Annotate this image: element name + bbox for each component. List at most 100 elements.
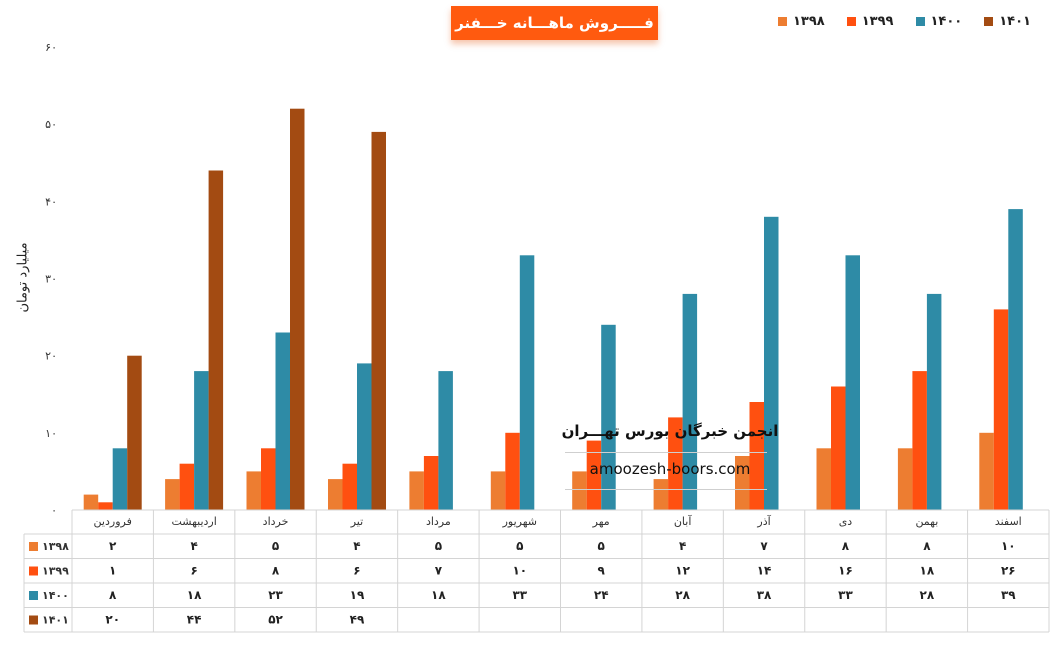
category-label: فروردین	[94, 515, 132, 528]
data-label: ۵	[435, 539, 442, 553]
data-label: ۸	[842, 539, 850, 553]
bar	[357, 363, 372, 510]
bar	[179, 463, 195, 510]
category-label: مرداد	[426, 515, 451, 528]
bar	[438, 371, 453, 510]
data-label: ۴۹	[350, 613, 365, 627]
y-tick-label: ۴۰	[45, 195, 57, 208]
data-label: ۷	[760, 539, 768, 553]
data-label: ۴	[353, 539, 360, 553]
bar	[572, 471, 587, 510]
legend-swatch-1401	[984, 17, 994, 26]
data-label: ۵	[516, 539, 523, 553]
bar	[735, 456, 750, 510]
legend: ۱۳۹۸ ۱۳۹۹ ۱۴۰۰ ۱۴۰۱	[778, 14, 1031, 29]
data-label: ۸	[272, 564, 280, 578]
y-tick-label: ۲۰	[45, 350, 57, 363]
data-label: ۲۸	[675, 588, 690, 602]
bar	[912, 371, 927, 510]
data-label: ۵	[598, 539, 605, 553]
category-label: تیر	[350, 515, 363, 528]
bar	[653, 479, 669, 510]
y-tick-label: ۳۰	[45, 273, 57, 286]
category-label: دی	[839, 515, 853, 528]
table-series-swatch	[29, 542, 38, 551]
category-label: بهمن	[915, 515, 938, 528]
legend-label-1398: ۱۳۹۸	[793, 14, 825, 29]
data-label: ۳۹	[1001, 588, 1016, 602]
data-label: ۴	[190, 539, 197, 553]
data-label: ۱	[109, 564, 116, 578]
watermark-rule-top	[565, 452, 767, 453]
data-label: ۶	[353, 564, 360, 578]
data-label: ۲۶	[1001, 564, 1016, 578]
bar	[682, 293, 698, 510]
data-label: ۱۲	[675, 564, 690, 578]
table-series-name: ۱۴۰۱	[42, 614, 69, 627]
bar	[505, 432, 520, 510]
data-label: ۲۴	[594, 588, 609, 602]
watermark-url: amoozesh-boors.com	[589, 460, 751, 478]
data-label: ۳۳	[512, 588, 527, 602]
legend-label-1401: ۱۴۰۱	[999, 14, 1031, 29]
bar	[831, 386, 846, 510]
bar	[926, 293, 942, 510]
legend-item-1399: ۱۳۹۹	[846, 14, 894, 29]
legend-swatch-1400	[915, 17, 925, 26]
bar	[1008, 209, 1023, 510]
data-label: ۲۳	[268, 588, 283, 602]
chart-title: فـــــروش ماهـــانه خـــفنر	[451, 6, 658, 40]
data-label: ۲	[109, 539, 117, 553]
bar	[668, 417, 683, 510]
table-series-swatch	[29, 591, 38, 600]
bar	[897, 448, 913, 510]
data-label: ۵	[272, 539, 279, 553]
bar	[275, 332, 290, 510]
bar	[979, 432, 994, 510]
category-label: مهر	[592, 515, 610, 528]
data-label: ۱۶	[838, 564, 853, 578]
category-label: خرداد	[263, 515, 289, 528]
table-series-name: ۱۳۹۹	[42, 565, 69, 578]
legend-item-1400: ۱۴۰۰	[915, 14, 962, 29]
bar	[490, 471, 506, 510]
bar	[194, 371, 209, 510]
table-series-name: ۱۳۹۸	[42, 540, 69, 553]
category-label: اردیبهشت	[171, 515, 216, 528]
y-tick-label: ۶۰	[45, 41, 57, 54]
y-tick-label: ۱۰	[45, 427, 57, 440]
data-label: ۳۳	[838, 588, 853, 602]
bar	[246, 471, 261, 510]
data-label: ۲۰	[105, 613, 120, 627]
data-label: ۱۰	[1001, 539, 1016, 553]
data-label: ۱۴	[757, 564, 772, 578]
data-label: ۱۹	[350, 588, 365, 602]
bar	[290, 108, 305, 510]
data-label: ۳۸	[757, 588, 772, 602]
data-label: ۹	[598, 564, 606, 578]
data-label: ۵۲	[268, 613, 283, 627]
y-tick-label: ۰	[51, 504, 57, 517]
data-label: ۱۸	[431, 588, 446, 602]
bar	[98, 502, 113, 510]
data-label: ۶	[190, 564, 197, 578]
data-label: ۷	[435, 564, 443, 578]
category-label: آذر	[756, 514, 771, 528]
bar	[371, 131, 386, 510]
bar	[165, 479, 180, 510]
bar	[409, 471, 424, 510]
bar	[328, 479, 343, 510]
bar	[586, 440, 602, 510]
table-series-swatch	[29, 566, 38, 576]
bar	[519, 255, 535, 510]
bar	[261, 448, 276, 510]
table-series-swatch	[29, 615, 38, 625]
bar	[208, 170, 224, 510]
category-label: آبان	[674, 514, 692, 528]
data-label: ۸	[109, 588, 117, 602]
data-label: ۸	[923, 539, 931, 553]
legend-item-1398: ۱۳۹۸	[778, 14, 825, 29]
bar	[127, 355, 142, 510]
legend-label-1399: ۱۳۹۹	[861, 14, 894, 29]
